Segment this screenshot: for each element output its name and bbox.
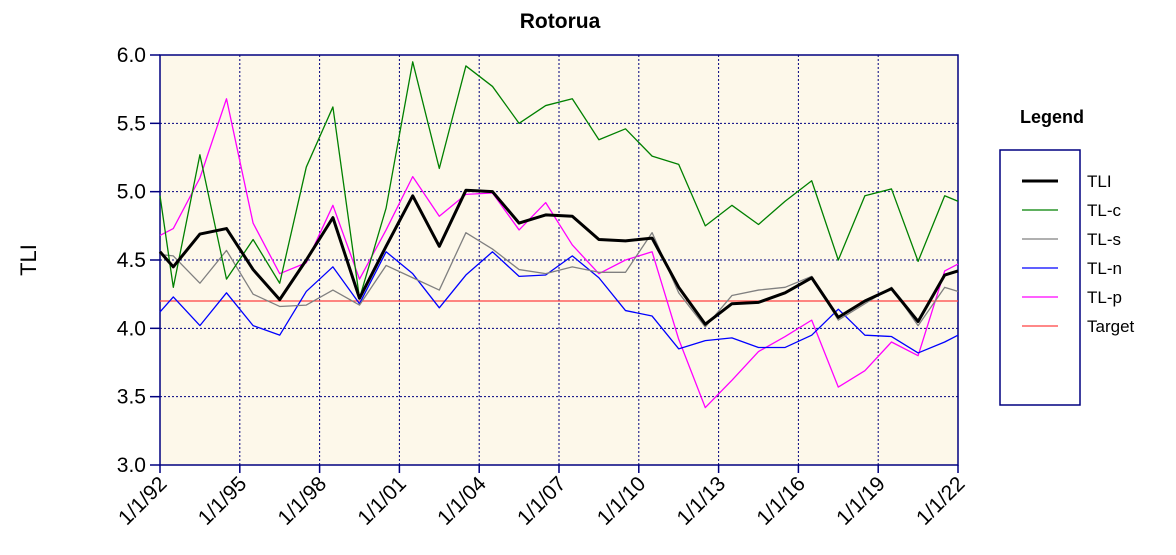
series-line [159, 61, 959, 299]
chart-title: Rotorua [520, 10, 601, 33]
y-tick-label: 5.5 [117, 112, 146, 135]
series-line [158, 188, 959, 326]
y-tick-label: 3.5 [117, 386, 146, 409]
legend-label: TL-s [1087, 230, 1121, 249]
legend-label: TL-p [1087, 288, 1122, 307]
legend-box [999, 149, 1081, 406]
legend-label: TL-n [1087, 259, 1122, 278]
y-tick-label: 4.0 [117, 317, 146, 340]
y-tick-label: 4.5 [117, 249, 146, 272]
y-axis-label: TLI [16, 244, 41, 276]
series-line [159, 98, 959, 409]
x-tick-label: 1/1/10 [593, 472, 651, 530]
legend-label: TL-c [1087, 201, 1122, 220]
x-tick-label: 1/1/22 [912, 472, 970, 530]
x-tick-label: 1/1/04 [433, 472, 491, 530]
legend-label: TLI [1087, 172, 1112, 191]
legend-label: Target [1087, 317, 1135, 336]
y-tick-label: 6.0 [117, 44, 146, 67]
plot-border [159, 54, 959, 466]
y-tick-label: 5.0 [117, 181, 146, 204]
x-tick-label: 1/1/13 [673, 472, 731, 530]
x-tick-label: 1/1/16 [752, 472, 810, 530]
x-tick-label: 1/1/92 [114, 472, 172, 530]
x-tick-label: 1/1/01 [353, 472, 411, 530]
legend-title: Legend [1020, 107, 1084, 127]
x-tick-label: 1/1/19 [832, 472, 890, 530]
x-tick-label: 1/1/07 [513, 472, 571, 530]
x-tick-label: 1/1/98 [274, 472, 332, 530]
x-tick-label: 1/1/95 [194, 472, 252, 530]
y-tick-label: 3.0 [117, 454, 146, 477]
